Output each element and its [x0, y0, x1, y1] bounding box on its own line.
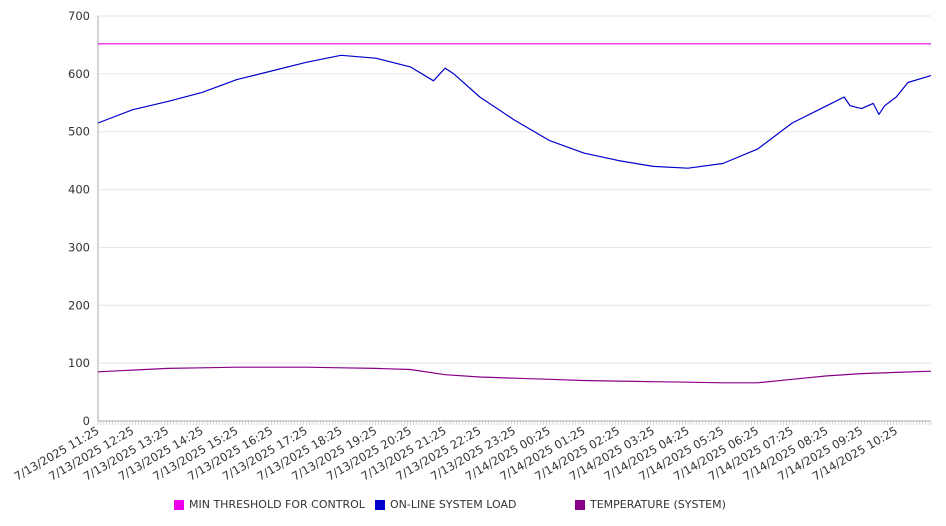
- legend-item-min-threshold[interactable]: MIN THRESHOLD FOR CONTROL: [174, 498, 365, 511]
- legend-label-online-system-load: ON-LINE SYSTEM LOAD: [390, 498, 517, 511]
- y-tick-label: 200: [68, 298, 90, 312]
- legend-label-min-threshold: MIN THRESHOLD FOR CONTROL: [189, 498, 365, 511]
- legend-item-online-system-load[interactable]: ON-LINE SYSTEM LOAD: [375, 498, 516, 511]
- y-tick-label: 700: [68, 9, 90, 23]
- y-tick-label: 300: [68, 240, 90, 254]
- grid: [98, 15, 931, 364]
- legend-swatch-min-threshold: [174, 499, 184, 510]
- legend-label-temperature: TEMPERATURE (SYSTEM): [590, 498, 726, 511]
- y-tick-label: 0: [83, 414, 90, 428]
- series-lines: [97, 43, 932, 384]
- legend-swatch-online-system-load: [375, 499, 385, 510]
- legend-swatch-temperature: [575, 499, 585, 510]
- series-line-2: [97, 366, 932, 384]
- y-tick-label: 500: [68, 125, 90, 139]
- series-line-1: [97, 54, 932, 169]
- legend: MIN THRESHOLD FOR CONTROL ON-LINE SYSTEM…: [174, 498, 934, 514]
- x-tick-labels: 7/13/2025 11:257/13/2025 12:257/13/2025 …: [12, 423, 900, 483]
- axes: [97, 16, 932, 425]
- legend-item-temperature[interactable]: TEMPERATURE (SYSTEM): [575, 498, 726, 511]
- y-tick-label: 100: [68, 356, 90, 370]
- y-tick-label: 600: [68, 67, 90, 81]
- y-tick-labels: 0 100 200 300 400 500 600 700: [68, 9, 90, 428]
- y-tick-label: 400: [68, 183, 90, 197]
